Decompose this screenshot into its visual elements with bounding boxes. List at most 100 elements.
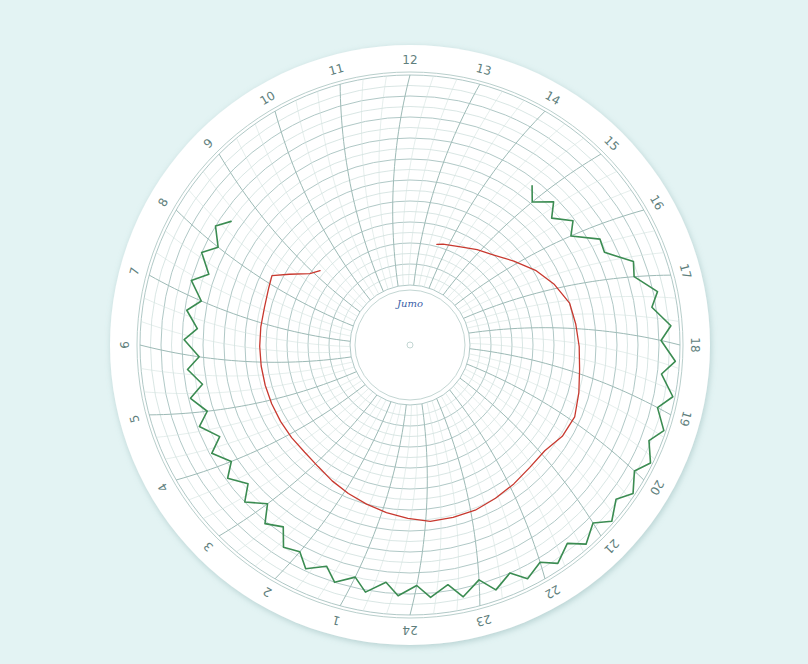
time-grid-line [149,372,356,415]
radial-grid-circle [224,159,596,531]
hour-label: 6 [118,341,132,349]
time-grid-minor [156,376,359,437]
time-grid-line [460,378,601,536]
hour-label: 24 [402,623,417,637]
pen-trace [184,186,675,598]
time-grid-minor [434,124,565,290]
time-grid-minor [236,138,363,307]
chart: 123456789101112131415161718192021222324J… [0,0,808,664]
time-grid-line [410,404,427,615]
time-grid-minor [424,100,524,286]
radial-grid-circle [266,201,554,489]
hour-label: 10 [257,88,277,108]
time-grid-line [140,345,351,362]
hour-label: 20 [647,477,667,497]
time-grid-minor [361,79,388,289]
radial-grid-circle [182,117,638,573]
radial-grid-circle [245,180,575,510]
time-grid-line [275,111,370,300]
time-grid-line [219,395,377,536]
hour-label: 7 [127,266,143,277]
time-grid-line [437,399,480,606]
pen-trace [260,244,580,521]
time-grid-line [340,84,383,291]
time-grid-line [275,402,391,579]
time-grid-minor [432,401,459,611]
hour-label: 2 [261,584,275,600]
center-hole [407,342,413,348]
time-grid-minor [296,403,396,589]
time-grid-line [455,210,644,305]
radial-grid-circle [161,96,659,594]
radial-grid-circle [329,264,491,426]
hour-label: 19 [677,410,694,428]
hour-label: 11 [327,61,345,78]
time-grid-minor [451,190,631,301]
hour-label: 15 [601,133,622,154]
hour-label: 16 [647,192,667,212]
hour-label: 17 [677,262,694,280]
time-grid-line [149,275,350,341]
radial-grid-circle [172,107,649,584]
hour-label: 13 [475,61,493,78]
time-grid-minor [470,343,676,391]
hour-label: 21 [601,536,622,557]
time-grid-line [429,111,545,288]
hour-label: 22 [542,582,562,602]
time-grid-minor [363,405,411,611]
time-grid-minor [203,392,372,519]
time-grid-minor [165,231,351,331]
time-grid-line [393,75,410,286]
radial-grid-circle [340,275,481,416]
hub [355,290,465,400]
radial-grid-circle [350,285,470,405]
hour-label: 18 [688,337,702,352]
time-grid-line [340,405,406,606]
time-grid-minor [439,138,584,292]
radial-grid-circle [256,191,565,500]
radial-grid-circle [140,75,680,615]
time-grid-line [467,364,644,480]
time-grid-minor [236,398,381,552]
hour-label: 23 [475,612,493,629]
radial-grid-circle [203,138,617,552]
time-grid-line [469,328,680,345]
hour-label: 4 [155,481,171,495]
time-grid-minor [441,396,502,599]
time-grid-minor [427,403,441,614]
time-grid-line [219,154,360,312]
radial-grid-circle [277,212,544,479]
time-grid-line [414,84,480,285]
paper [110,45,710,645]
rim [137,72,683,618]
time-grid-minor [453,386,564,566]
time-grid-line [470,349,671,415]
hour-label: 3 [201,539,216,554]
radial-grid-circle [193,128,628,563]
time-grid-minor [203,171,357,316]
time-grid-minor [189,190,355,321]
radial-grid-circle [298,233,523,458]
time-grid-line [464,275,671,318]
time-grid-minor [468,359,654,459]
time-grid-minor [379,76,393,287]
time-grid-minor [255,400,386,566]
radial-grid-circle [214,149,607,542]
hour-label: 9 [201,136,216,151]
hour-label: 1 [331,613,342,629]
time-grid-line [443,154,601,295]
radial-grid-circle [319,254,502,437]
hour-label: 12 [402,53,417,67]
hour-label: 5 [127,413,143,424]
time-grid-minor [463,374,617,519]
time-grid-minor [457,382,584,551]
radial-grid-circle [308,243,512,447]
radial-grid-circle [235,170,586,521]
brand-title: Jumo [395,298,423,309]
time-grid-minor [408,79,456,285]
hour-label: 8 [155,196,171,210]
time-grid-minor [144,367,354,394]
time-grid-minor [144,298,350,346]
time-grid-minor [465,369,631,500]
hour-label: 14 [542,88,562,108]
